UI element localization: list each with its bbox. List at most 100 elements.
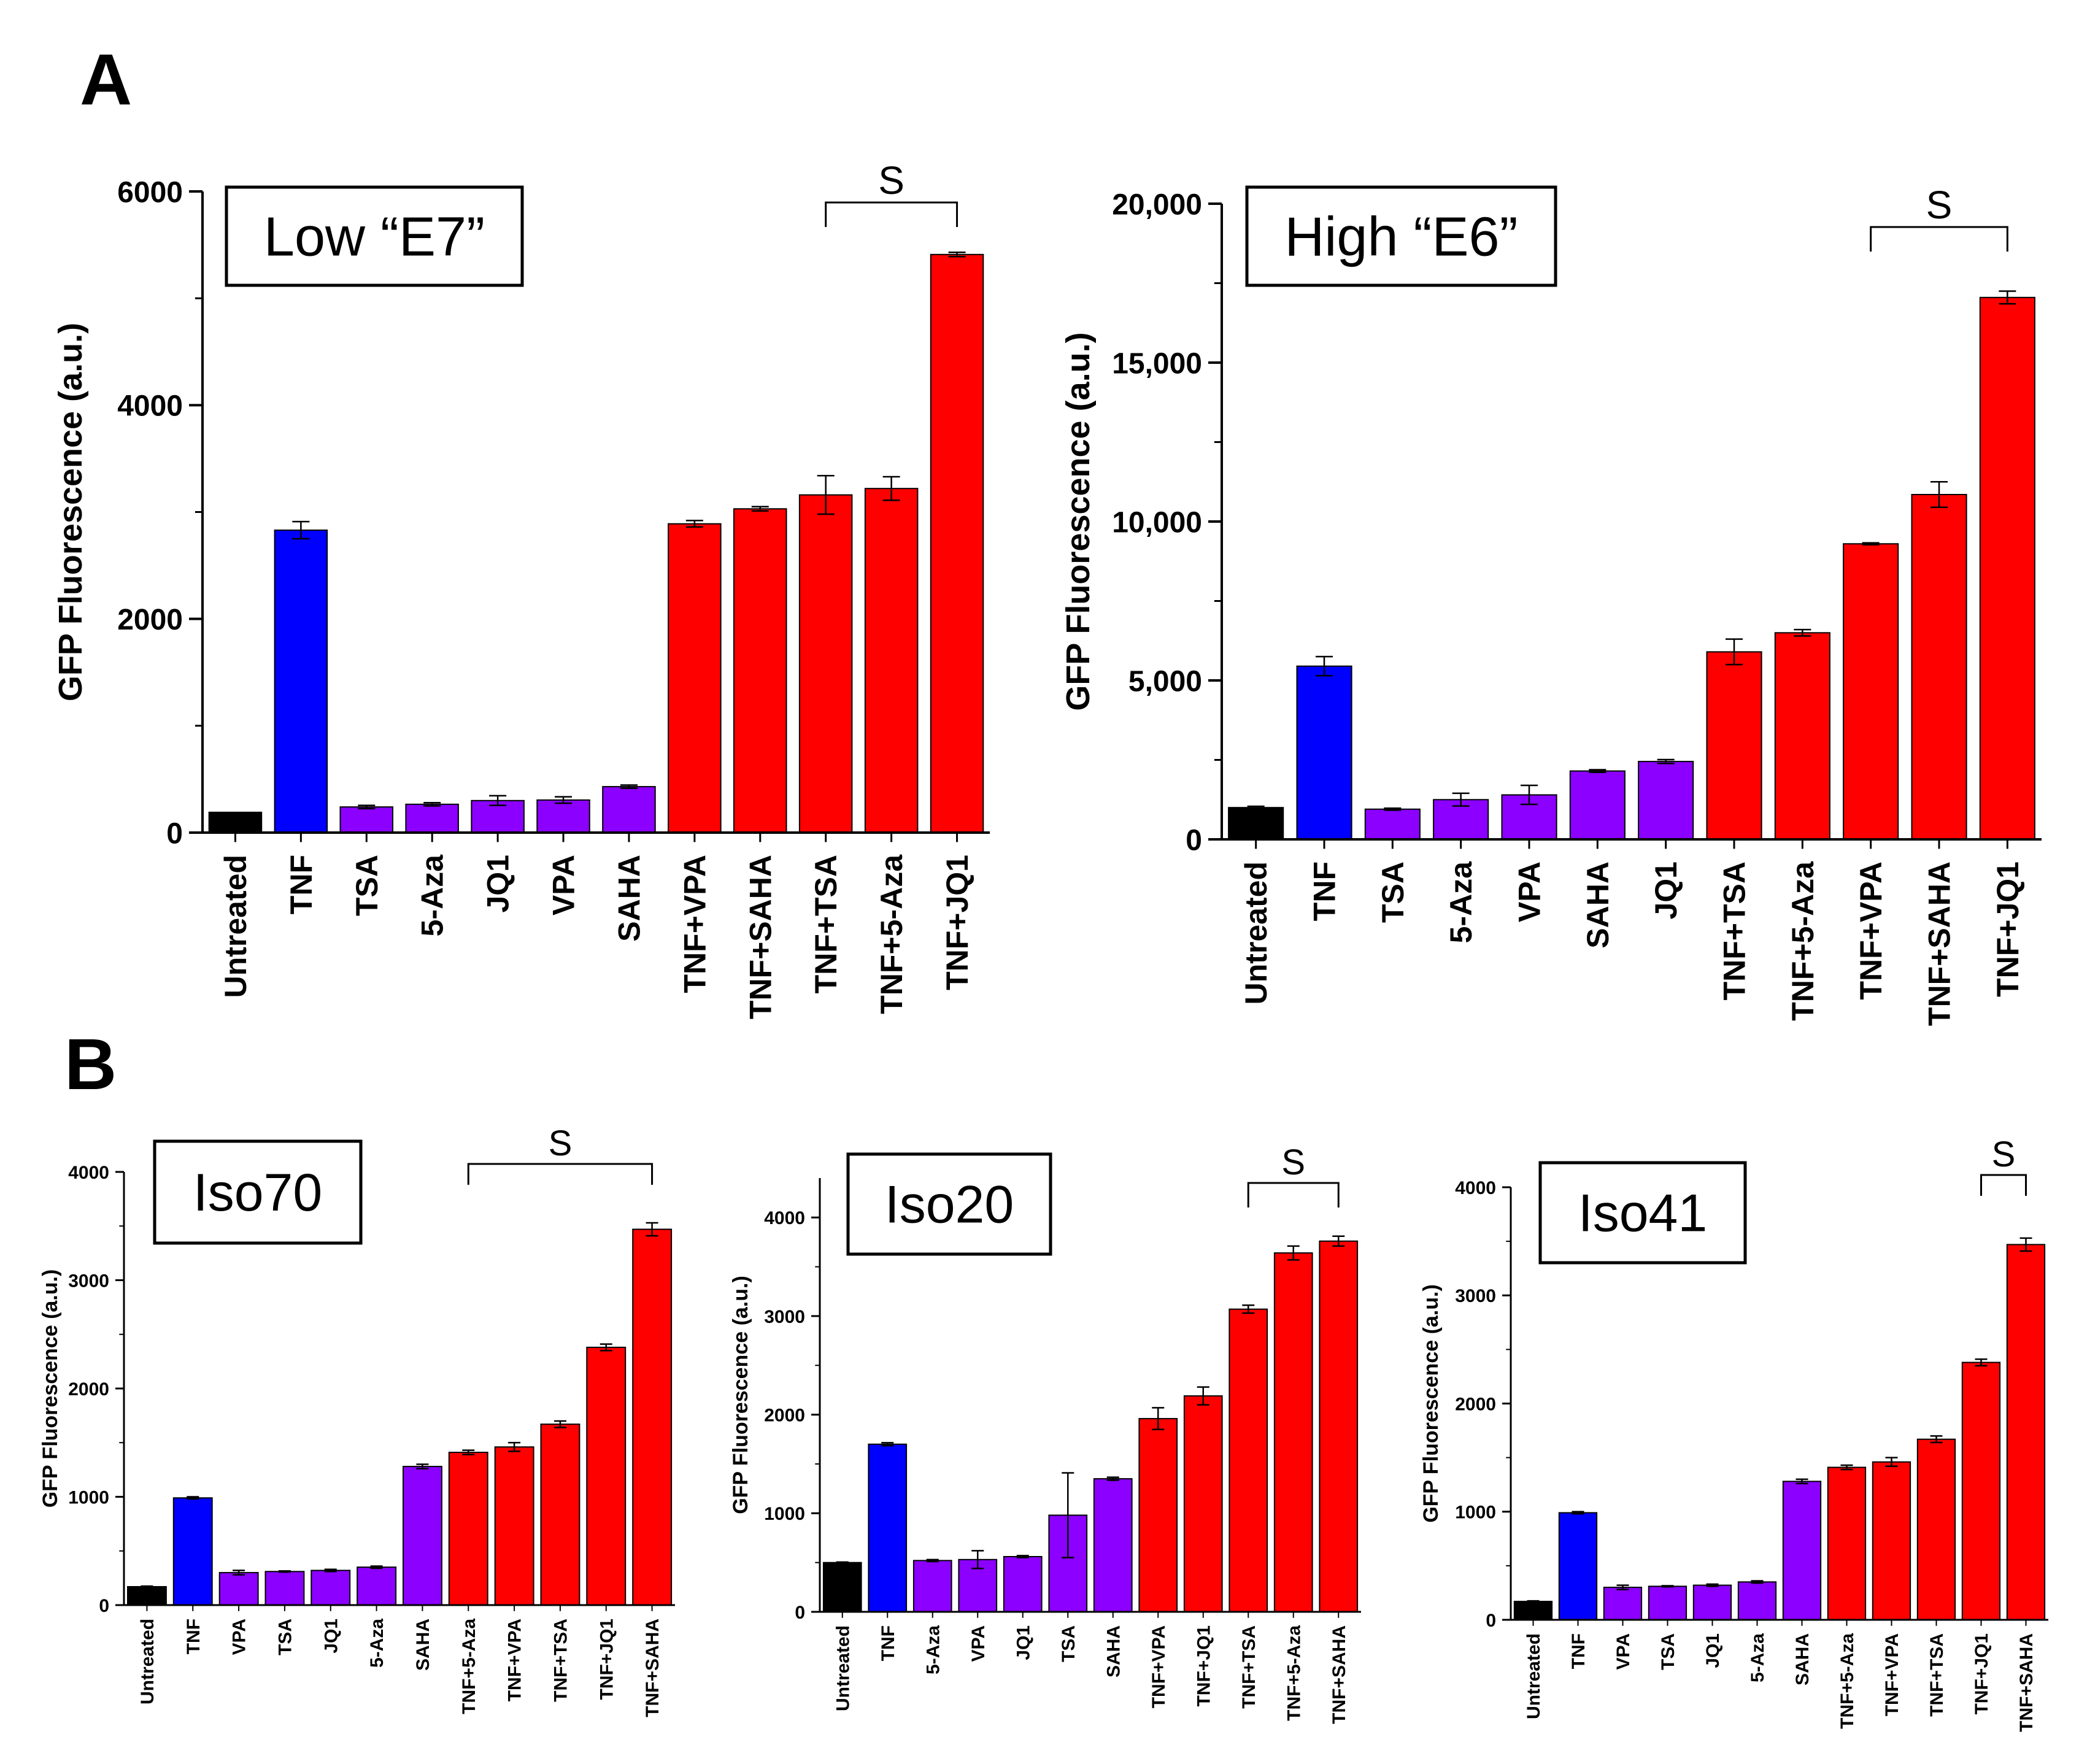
category-label: TNF+JQ1 xyxy=(596,1619,617,1700)
category-label: TNF xyxy=(1308,861,1342,921)
bar-tnf-5-aza xyxy=(1827,1466,1867,1620)
chart-title: Iso41 xyxy=(1578,1184,1707,1243)
category-label: TNF+VPA xyxy=(1882,1633,1902,1716)
chart-low-e7: Untreated TNF TSA 5-Aza JQ1 VPA SAHA TNF+VPA TNF… xyxy=(52,158,990,1019)
bar-jq1 xyxy=(1638,761,1694,840)
bar-tnf-vpa xyxy=(1872,1461,1911,1620)
bar-tnf-saha xyxy=(1319,1240,1359,1613)
title-box xyxy=(225,185,524,287)
y-tick-label: 3000 xyxy=(68,1271,109,1291)
category-label: TNF+5-Aza xyxy=(1837,1633,1857,1729)
significance-label: S xyxy=(1992,1134,2016,1174)
category-label: JQ1 xyxy=(1013,1625,1033,1660)
y-tick-label: 0 xyxy=(795,1603,805,1623)
bar-jq1 xyxy=(310,1569,351,1606)
chart-title: Iso20 xyxy=(885,1176,1014,1234)
category-label: TNF xyxy=(284,855,318,914)
bar-tnf-saha xyxy=(2006,1244,2046,1620)
y-tick-label: 1000 xyxy=(68,1487,109,1508)
category-label: Untreated xyxy=(1524,1633,1544,1719)
category-label: TNF+SAHA xyxy=(2016,1633,2037,1732)
y-tick-label: 1000 xyxy=(764,1504,805,1524)
significance-label: S xyxy=(878,158,904,202)
category-label: TNF+JQ1 xyxy=(1972,1633,1992,1715)
bar-vpa xyxy=(218,1572,259,1606)
bar-jq1 xyxy=(1692,1584,1732,1621)
y-tick-label: 6000 xyxy=(117,176,183,209)
significance-bracket xyxy=(1870,226,2008,252)
bar-tnf xyxy=(172,1497,213,1606)
category-label: TNF xyxy=(878,1625,898,1661)
bar-vpa xyxy=(536,799,590,834)
category-label: TNF+TSA xyxy=(1718,861,1752,1000)
bar-jq1 xyxy=(471,799,525,834)
category-label: TNF+JQ1 xyxy=(1194,1625,1214,1707)
category-label: SAHA xyxy=(1103,1625,1124,1677)
category-label: JQ1 xyxy=(1703,1633,1723,1668)
bar-tnf-tsa xyxy=(1916,1438,1956,1620)
significance-label: S xyxy=(1926,183,1953,227)
y-axis-label: GFP Fluorescence (a.u.) xyxy=(1419,1284,1443,1523)
bar-5-aza xyxy=(1433,799,1489,841)
bar-tnf-tsa xyxy=(1706,651,1762,841)
category-label: TSA xyxy=(350,855,384,916)
category-label: 5-Aza xyxy=(923,1625,943,1674)
bar-tnf-vpa xyxy=(668,523,722,833)
y-tick-label: 5,000 xyxy=(1128,665,1202,698)
category-label: TNF+JQ1 xyxy=(940,855,974,990)
y-tick-label: 10,000 xyxy=(1112,506,1202,539)
category-label: TNF+VPA xyxy=(1854,861,1888,1000)
bar-jq1 xyxy=(1003,1556,1043,1612)
title-box xyxy=(1245,185,1557,287)
bar-tnf-jq1 xyxy=(930,253,984,833)
category-label: 5-Aza xyxy=(1444,861,1478,944)
y-tick-label: 3000 xyxy=(764,1307,805,1327)
y-tick-label: 0 xyxy=(166,817,183,850)
category-label: TNF xyxy=(183,1619,204,1654)
bar-tsa xyxy=(339,806,393,833)
category-label: TSA xyxy=(275,1619,295,1655)
bar-5-aza xyxy=(1737,1581,1777,1621)
category-label: SAHA xyxy=(1581,861,1615,949)
category-label: TNF+VPA xyxy=(677,855,712,993)
bar-tnf-vpa xyxy=(1138,1418,1178,1613)
y-tick-label: 0 xyxy=(1486,1611,1496,1631)
category-label: TNF+VPA xyxy=(505,1619,525,1701)
category-label: TNF xyxy=(1568,1633,1589,1669)
y-axis-label: GFP Fluorescence (a.u.) xyxy=(39,1269,62,1508)
chart-title: Low “E7” xyxy=(264,207,485,268)
bar-tnf-tsa xyxy=(540,1423,580,1606)
bar-tnf xyxy=(274,530,328,833)
category-label: JQ1 xyxy=(481,855,515,913)
bar-untreated xyxy=(822,1562,862,1612)
category-label: TNF+SAHA xyxy=(743,855,777,1019)
category-label: TNF+5-Aza xyxy=(459,1619,479,1714)
y-tick-label: 4000 xyxy=(764,1208,805,1228)
bar-tnf-vpa xyxy=(494,1446,534,1606)
category-label: VPA xyxy=(547,855,581,915)
category-label: 5-Aza xyxy=(415,854,450,937)
category-label: Untreated xyxy=(833,1625,853,1711)
y-tick-label: 4000 xyxy=(68,1163,109,1183)
bar-untreated xyxy=(127,1586,167,1606)
bar-tnf-jq1 xyxy=(1183,1395,1223,1613)
category-label: JQ1 xyxy=(321,1619,341,1654)
bar-tsa xyxy=(1648,1585,1688,1620)
bar-tnf-vpa xyxy=(1843,543,1899,840)
y-tick-label: 4000 xyxy=(1455,1178,1496,1198)
bar-saha xyxy=(1093,1478,1133,1613)
bar-saha xyxy=(602,786,656,833)
y-tick-label: 2000 xyxy=(764,1405,805,1425)
category-label: TSA xyxy=(1059,1625,1079,1662)
title-box xyxy=(153,1139,363,1245)
bar-tnf-tsa xyxy=(798,494,853,833)
category-label: TNF+SAHA xyxy=(642,1619,663,1717)
bar-tsa xyxy=(264,1571,305,1606)
y-tick-label: 2000 xyxy=(117,604,183,636)
category-label: TSA xyxy=(1376,861,1410,923)
bar-5-aza xyxy=(912,1560,952,1612)
category-label: TNF+5-Aza xyxy=(1284,1625,1304,1721)
category-label: VPA xyxy=(1513,861,1547,922)
category-label: SAHA xyxy=(612,855,646,942)
